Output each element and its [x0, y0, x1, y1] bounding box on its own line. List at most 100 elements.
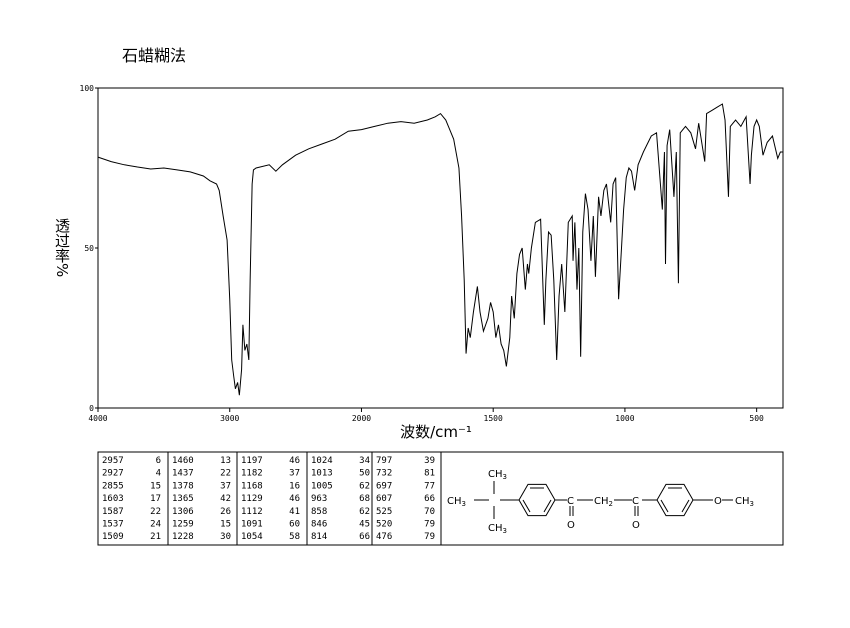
ring	[518, 483, 556, 517]
y-axis-label: 透过率%	[53, 218, 71, 277]
peak-wavenumber: 1182	[241, 469, 263, 479]
peak-transmittance: 30	[220, 532, 231, 542]
peak-wavenumber: 1603	[102, 494, 124, 504]
spectrum-line	[97, 103, 783, 396]
peak-wavenumber: 1509	[102, 532, 124, 542]
peak-transmittance: 6	[156, 456, 161, 466]
peak-wavenumber: 1587	[102, 507, 124, 517]
peak-wavenumber: 2927	[102, 469, 124, 479]
atom-symbol: O	[632, 520, 640, 531]
peak-wavenumber: 1228	[172, 532, 194, 542]
bond	[660, 499, 669, 513]
peak-transmittance: 4	[156, 469, 161, 479]
peak-transmittance: 62	[359, 481, 370, 491]
peak-wavenumber: 1437	[172, 469, 194, 479]
peak-transmittance: 17	[150, 494, 161, 504]
peak-transmittance: 66	[359, 532, 370, 542]
atom-label: O	[714, 496, 722, 507]
peak-wavenumber: 1129	[241, 494, 263, 504]
peak-transmittance: 77	[424, 481, 435, 491]
peak-wavenumber: 525	[376, 507, 392, 517]
peak-transmittance: 79	[424, 520, 435, 530]
x-tick-label: 3000	[220, 414, 239, 423]
chart-title: 石蜡糊法	[122, 46, 186, 65]
atom-symbol: C	[632, 496, 639, 507]
peak-transmittance: 81	[424, 469, 435, 479]
peak-wavenumber: 1537	[102, 520, 124, 530]
peak-transmittance: 13	[220, 456, 231, 466]
peak-transmittance: 66	[424, 494, 435, 504]
peak-transmittance: 42	[220, 494, 231, 504]
peak-wavenumber: 858	[311, 507, 327, 517]
atom-subscript: 3	[503, 527, 507, 535]
peak-wavenumber: 1259	[172, 520, 194, 530]
peak-transmittance: 70	[424, 507, 435, 517]
atom-subscript: 3	[750, 500, 754, 508]
peak-transmittance: 50	[359, 469, 370, 479]
peak-wavenumber: 1054	[241, 532, 263, 542]
peak-wavenumber: 1005	[311, 481, 333, 491]
peak-transmittance: 34	[359, 456, 370, 466]
peak-wavenumber: 2957	[102, 456, 124, 466]
x-tick-label: 1500	[484, 414, 503, 423]
peak-transmittance: 24	[150, 520, 161, 530]
peak-wavenumber: 1112	[241, 507, 263, 517]
y-tick-label: 50	[84, 244, 94, 253]
peak-transmittance: 39	[424, 456, 435, 466]
peak-wavenumber: 814	[311, 532, 327, 542]
atom-symbol: CH	[447, 496, 462, 507]
atom-symbol: CH	[488, 523, 503, 534]
peak-transmittance: 58	[289, 532, 300, 542]
peak-wavenumber: 732	[376, 469, 392, 479]
peak-wavenumber: 1013	[311, 469, 333, 479]
peak-transmittance: 22	[150, 507, 161, 517]
x-tick-label: 2000	[352, 414, 371, 423]
peak-wavenumber: 476	[376, 532, 392, 542]
atom-label: C	[632, 496, 639, 507]
structure	[474, 481, 733, 519]
peak-transmittance: 21	[150, 532, 161, 542]
peak-transmittance: 45	[359, 520, 370, 530]
peak-transmittance: 15	[150, 481, 161, 491]
atom-symbol: O	[714, 496, 722, 507]
peak-transmittance: 46	[289, 494, 300, 504]
atom-label: CH3	[488, 469, 507, 481]
peak-wavenumber: 1460	[172, 456, 194, 466]
peak-transmittance: 46	[289, 456, 300, 466]
atom-label: O	[632, 520, 640, 531]
peak-transmittance: 15	[220, 520, 231, 530]
peak-wavenumber: 607	[376, 494, 392, 504]
atom-subscript: 3	[503, 473, 507, 481]
atom-symbol: CH	[735, 496, 750, 507]
atom-subscript: 2	[609, 500, 613, 508]
peak-transmittance: 60	[289, 520, 300, 530]
atom-symbol: O	[567, 520, 575, 531]
peak-wavenumber: 1091	[241, 520, 263, 530]
x-tick-label: 1000	[615, 414, 634, 423]
peak-wavenumber: 1197	[241, 456, 263, 466]
bond	[522, 499, 531, 513]
peak-wavenumber: 797	[376, 456, 392, 466]
atom-label: O	[567, 520, 575, 531]
ring	[656, 483, 694, 517]
atom-label: CH2	[594, 496, 613, 508]
y-tick-label: 100	[80, 84, 95, 93]
peak-wavenumber: 2855	[102, 481, 124, 491]
peak-wavenumber: 520	[376, 520, 392, 530]
peak-transmittance: 26	[220, 507, 231, 517]
peak-transmittance: 68	[359, 494, 370, 504]
peak-wavenumber: 963	[311, 494, 327, 504]
peak-transmittance: 37	[220, 481, 231, 491]
x-tick-label: 500	[749, 414, 764, 423]
peak-wavenumber: 1168	[241, 481, 263, 491]
peak-transmittance: 62	[359, 507, 370, 517]
bond	[681, 499, 690, 513]
x-axis-label: 波数/cm⁻¹	[400, 423, 472, 441]
peak-transmittance: 41	[289, 507, 300, 517]
peak-transmittance: 16	[289, 481, 300, 491]
peak-wavenumber: 1024	[311, 456, 333, 466]
peak-wavenumber: 1378	[172, 481, 194, 491]
atom-label: CH3	[447, 496, 466, 508]
atom-symbol: CH	[488, 469, 503, 480]
y-tick-label: 0	[89, 404, 94, 413]
